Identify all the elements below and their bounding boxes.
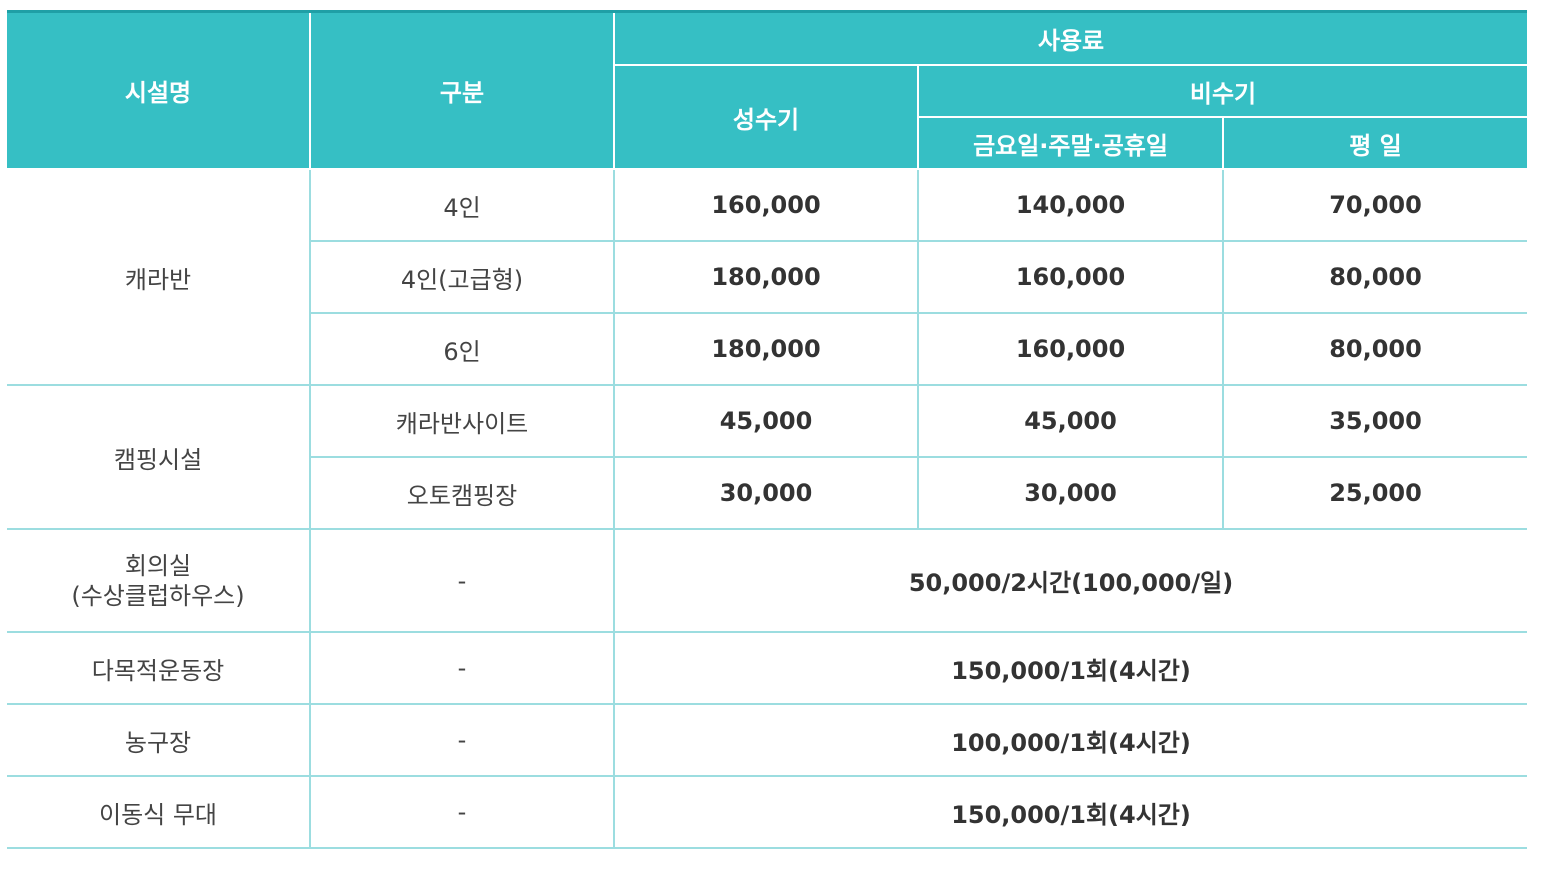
table-row: 4인(고급형) 180,000 160,000 80,000 <box>7 240 1528 314</box>
category-cell: - <box>309 703 615 777</box>
category-cell: 오토캠핑장 <box>310 456 615 530</box>
peak-fee: 180,000 <box>613 312 919 386</box>
category-cell: - <box>309 528 615 633</box>
peak-fee: 45,000 <box>613 384 919 458</box>
weekend-fee: 140,000 <box>917 168 1224 242</box>
weekend-fee: 45,000 <box>917 384 1224 458</box>
facility-name: 농구장 <box>7 703 311 777</box>
header-weekend: 금요일·주말·공휴일 <box>918 116 1224 170</box>
weekday-fee: 80,000 <box>1221 312 1528 386</box>
category-cell: 캐라반사이트 <box>309 384 615 458</box>
header-facility: 시설명 <box>7 13 311 170</box>
fee-cell: 100,000/1회(4시간) <box>612 703 1528 777</box>
table-row: 캠핑시설 캐라반사이트 45,000 45,000 35,000 <box>7 384 1528 530</box>
facility-name: 캠핑시설 <box>7 384 311 530</box>
facility-name-line2: (수상클럽하우스) <box>71 581 245 610</box>
table-row: 회의실 (수상클럽하우스) - 50,000/2시간(100,000/일) <box>7 528 1528 633</box>
fee-cell: 150,000/1회(4시간) <box>612 631 1528 705</box>
category-cell: 6인 <box>310 312 615 386</box>
table-row: 오토캠핑장 30,000 30,000 25,000 <box>7 456 1528 530</box>
facility-name-line1: 회의실 <box>124 551 192 580</box>
facility-name: 다목적운동장 <box>7 631 311 705</box>
category-cell: - <box>309 775 615 849</box>
header-category: 구분 <box>309 13 615 170</box>
weekday-fee: 25,000 <box>1221 456 1528 530</box>
weekend-fee: 160,000 <box>917 312 1224 386</box>
peak-fee: 160,000 <box>613 168 919 242</box>
table-row: 6인 180,000 160,000 80,000 <box>7 312 1528 386</box>
facility-name: 캐라반 <box>7 168 311 386</box>
category-cell: 4인(고급형) <box>310 240 615 314</box>
weekday-fee: 35,000 <box>1221 384 1528 458</box>
header-weekday: 평 일 <box>1221 116 1528 170</box>
table-row: 캐라반 4인 160,000 140,000 70,000 <box>7 168 1528 386</box>
table-row: 농구장 - 100,000/1회(4시간) <box>7 703 1528 777</box>
header-offpeak: 비수기 <box>916 64 1528 118</box>
header-peak: 성수기 <box>614 64 919 170</box>
table-row: 이동식 무대 - 150,000/1회(4시간) <box>7 775 1528 849</box>
fee-table-container: 시설명 구분 사용료 성수기 비수기 금요일·주말·공휴일 평 일 캐라반 4인… <box>7 10 1528 849</box>
fee-table: 시설명 구분 사용료 성수기 비수기 금요일·주말·공휴일 평 일 캐라반 4인… <box>7 13 1528 849</box>
peak-fee: 180,000 <box>613 240 919 314</box>
weekday-fee: 70,000 <box>1221 168 1528 242</box>
category-cell: - <box>309 631 615 705</box>
facility-name: 이동식 무대 <box>7 775 311 849</box>
weekday-fee: 80,000 <box>1221 240 1528 314</box>
table-top-border <box>7 10 1527 13</box>
weekend-fee: 30,000 <box>917 456 1224 530</box>
category-cell: 4인 <box>309 168 615 242</box>
fee-cell: 50,000/2시간(100,000/일) <box>612 528 1528 633</box>
table-row: 다목적운동장 - 150,000/1회(4시간) <box>7 631 1528 705</box>
header-fee: 사용료 <box>612 13 1528 66</box>
fee-cell: 150,000/1회(4시간) <box>612 775 1528 849</box>
weekend-fee: 160,000 <box>917 240 1224 314</box>
facility-name: 회의실 (수상클럽하우스) <box>7 528 311 633</box>
peak-fee: 30,000 <box>613 456 919 530</box>
